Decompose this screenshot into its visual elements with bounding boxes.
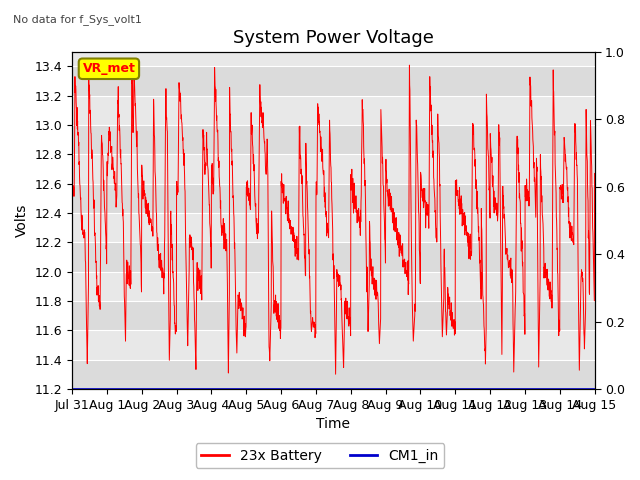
Bar: [72, 242, 595, 272]
Bar: [72, 66, 595, 96]
Legend: 23x Battery, CM1_in: 23x Battery, CM1_in: [196, 443, 444, 468]
X-axis label: Time: Time: [316, 418, 350, 432]
Bar: [72, 184, 595, 213]
Bar: [72, 301, 595, 330]
Bar: [72, 360, 595, 389]
Title: System Power Voltage: System Power Voltage: [233, 29, 434, 48]
Text: VR_met: VR_met: [83, 62, 135, 75]
Y-axis label: Volts: Volts: [15, 204, 29, 237]
Bar: [72, 125, 595, 155]
Text: No data for f_Sys_volt1: No data for f_Sys_volt1: [13, 14, 141, 25]
